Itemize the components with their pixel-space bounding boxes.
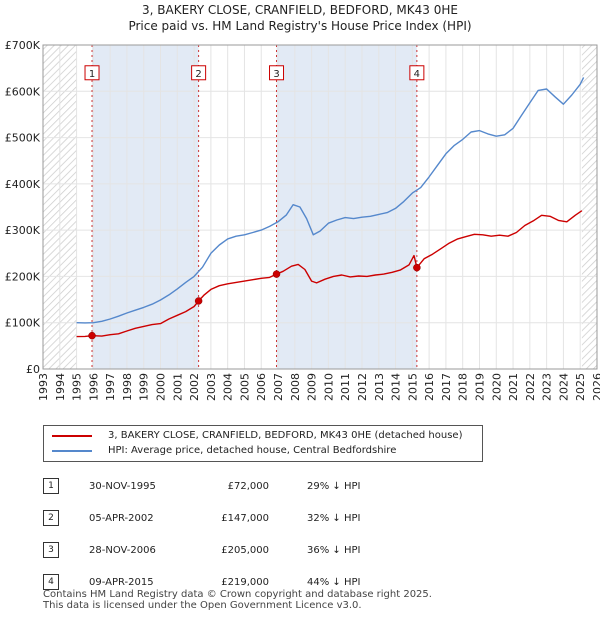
sale-label-text: 1: [89, 69, 95, 80]
x-tick-label: 2023: [541, 373, 554, 401]
price-chart: 1 2 3 4 £0 £100K £200K £300K £400K £500K £600K £700…: [5, 39, 600, 401]
sale-point: [413, 263, 421, 272]
footer: Contains HM Land Registry data © Crown c…: [43, 589, 432, 611]
x-tick-label: 2014: [390, 373, 403, 401]
y-tick-label: £500K: [5, 132, 41, 145]
x-tick-label: 1997: [104, 373, 117, 401]
legend-swatch-hpi: [52, 450, 92, 452]
sale-row: 1 30-NOV-1995 £72,000 29% ↓ HPI: [43, 470, 360, 502]
sale-label-text: 3: [273, 69, 279, 80]
x-tick-label: 2018: [457, 373, 470, 401]
footer-licence: This data is licensed under the Open Gov…: [43, 600, 362, 611]
x-tick-label: 2016: [423, 373, 436, 401]
y-tick-label: £400K: [5, 178, 41, 191]
sale-price: £147,000: [221, 512, 269, 524]
sale-point: [88, 331, 96, 340]
x-tick-label: 2011: [339, 373, 352, 401]
x-tick-label: 2004: [222, 373, 235, 401]
x-tick-label: 2005: [238, 373, 251, 401]
x-tick-label: 2026: [591, 373, 600, 401]
sales-table: 1 30-NOV-1995 £72,000 29% ↓ HPI 2 05-APR…: [43, 470, 360, 598]
x-tick-label: 2003: [205, 373, 218, 401]
x-tick-label: 2002: [188, 373, 201, 401]
x-tick-label: 2025: [574, 373, 587, 401]
y-tick-label: £300K: [5, 224, 41, 237]
x-tick-label: 2001: [171, 373, 184, 401]
x-tick-label: 2006: [255, 373, 268, 401]
legend-label-property: 3, BAKERY CLOSE, CRANFIELD, BEDFORD, MK4…: [108, 430, 463, 441]
sale-row: 3 28-NOV-2006 £205,000 36% ↓ HPI: [43, 534, 360, 566]
x-tick-label: 2017: [440, 373, 453, 401]
chart-title: 3, BAKERY CLOSE, CRANFIELD, BEDFORD, MK4…: [142, 3, 458, 17]
sale-date: 09-APR-2015: [89, 576, 154, 588]
x-tick-label: 2008: [289, 373, 302, 401]
sale-price: £72,000: [227, 480, 269, 492]
x-tick-label: 2015: [406, 373, 419, 401]
sale-hpi-diff: 36% ↓ HPI: [307, 544, 361, 556]
y-tick-label: £200K: [5, 270, 41, 283]
sale-point: [272, 270, 281, 278]
x-tick-label: 2013: [373, 373, 386, 401]
x-tick-label: 1994: [54, 373, 67, 401]
sale-hpi-diff: 32% ↓ HPI: [307, 512, 361, 524]
x-tick-label: 2022: [524, 373, 537, 401]
x-tick-label: 1999: [138, 373, 151, 401]
y-tick-label: £600K: [5, 85, 41, 98]
sale-label-box: [191, 65, 207, 81]
y-tick-label: £0: [26, 363, 40, 376]
sale-label-box: [84, 65, 100, 81]
sale-period-shade: [92, 45, 199, 369]
x-tick-label: 2007: [272, 373, 285, 401]
x-tick-label: 2024: [557, 373, 570, 401]
x-tick-label: 2012: [356, 373, 369, 401]
sale-point: [194, 297, 203, 305]
y-tick-label: £700K: [5, 39, 41, 52]
sale-number: 4: [43, 574, 59, 590]
sale-label-text: 4: [414, 69, 420, 80]
legend-label-hpi: HPI: Average price, detached house, Cent…: [108, 445, 397, 456]
sale-number: 3: [43, 542, 59, 558]
x-tick-label: 1995: [71, 373, 84, 401]
x-tick-label: 2019: [473, 373, 486, 401]
hatched-region: [581, 45, 597, 369]
sale-label-box: [409, 65, 425, 81]
sale-hpi-diff: 44% ↓ HPI: [307, 576, 361, 588]
sale-date: 30-NOV-1995: [89, 480, 156, 492]
property-price-line: [76, 210, 583, 338]
x-tick-label: 1996: [87, 373, 100, 401]
sale-price: £219,000: [221, 576, 269, 588]
sale-number: 1: [43, 478, 59, 494]
plot-border: [42, 44, 598, 370]
sale-date: 05-APR-2002: [89, 512, 154, 524]
sale-number: 2: [43, 510, 59, 526]
hpi-line: [76, 77, 585, 324]
sale-hpi-diff: 29% ↓ HPI: [307, 480, 361, 492]
legend-swatch-property: [52, 435, 92, 437]
sale-date: 28-NOV-2006: [89, 544, 156, 556]
x-tick-label: 1998: [121, 373, 134, 401]
sale-price: £205,000: [221, 544, 269, 556]
x-tick-label: 1993: [37, 373, 50, 401]
x-tick-label: 2000: [155, 373, 168, 401]
x-tick-label: 2020: [490, 373, 503, 401]
footer-copyright: Contains HM Land Registry data © Crown c…: [43, 589, 432, 600]
x-tick-label: 2010: [322, 373, 335, 401]
y-tick-label: £100K: [5, 317, 41, 330]
sale-label-text: 2: [195, 69, 201, 80]
legend: 3, BAKERY CLOSE, CRANFIELD, BEDFORD, MK4…: [43, 425, 483, 462]
sale-row: 2 05-APR-2002 £147,000 32% ↓ HPI: [43, 502, 360, 534]
sale-label-box: [269, 65, 285, 81]
sale-row: 4 09-APR-2015 £219,000 44% ↓ HPI: [43, 566, 360, 598]
chart-subtitle: Price paid vs. HM Land Registry's House …: [128, 19, 472, 33]
x-tick-label: 2009: [306, 373, 319, 401]
x-tick-label: 2021: [507, 373, 520, 401]
